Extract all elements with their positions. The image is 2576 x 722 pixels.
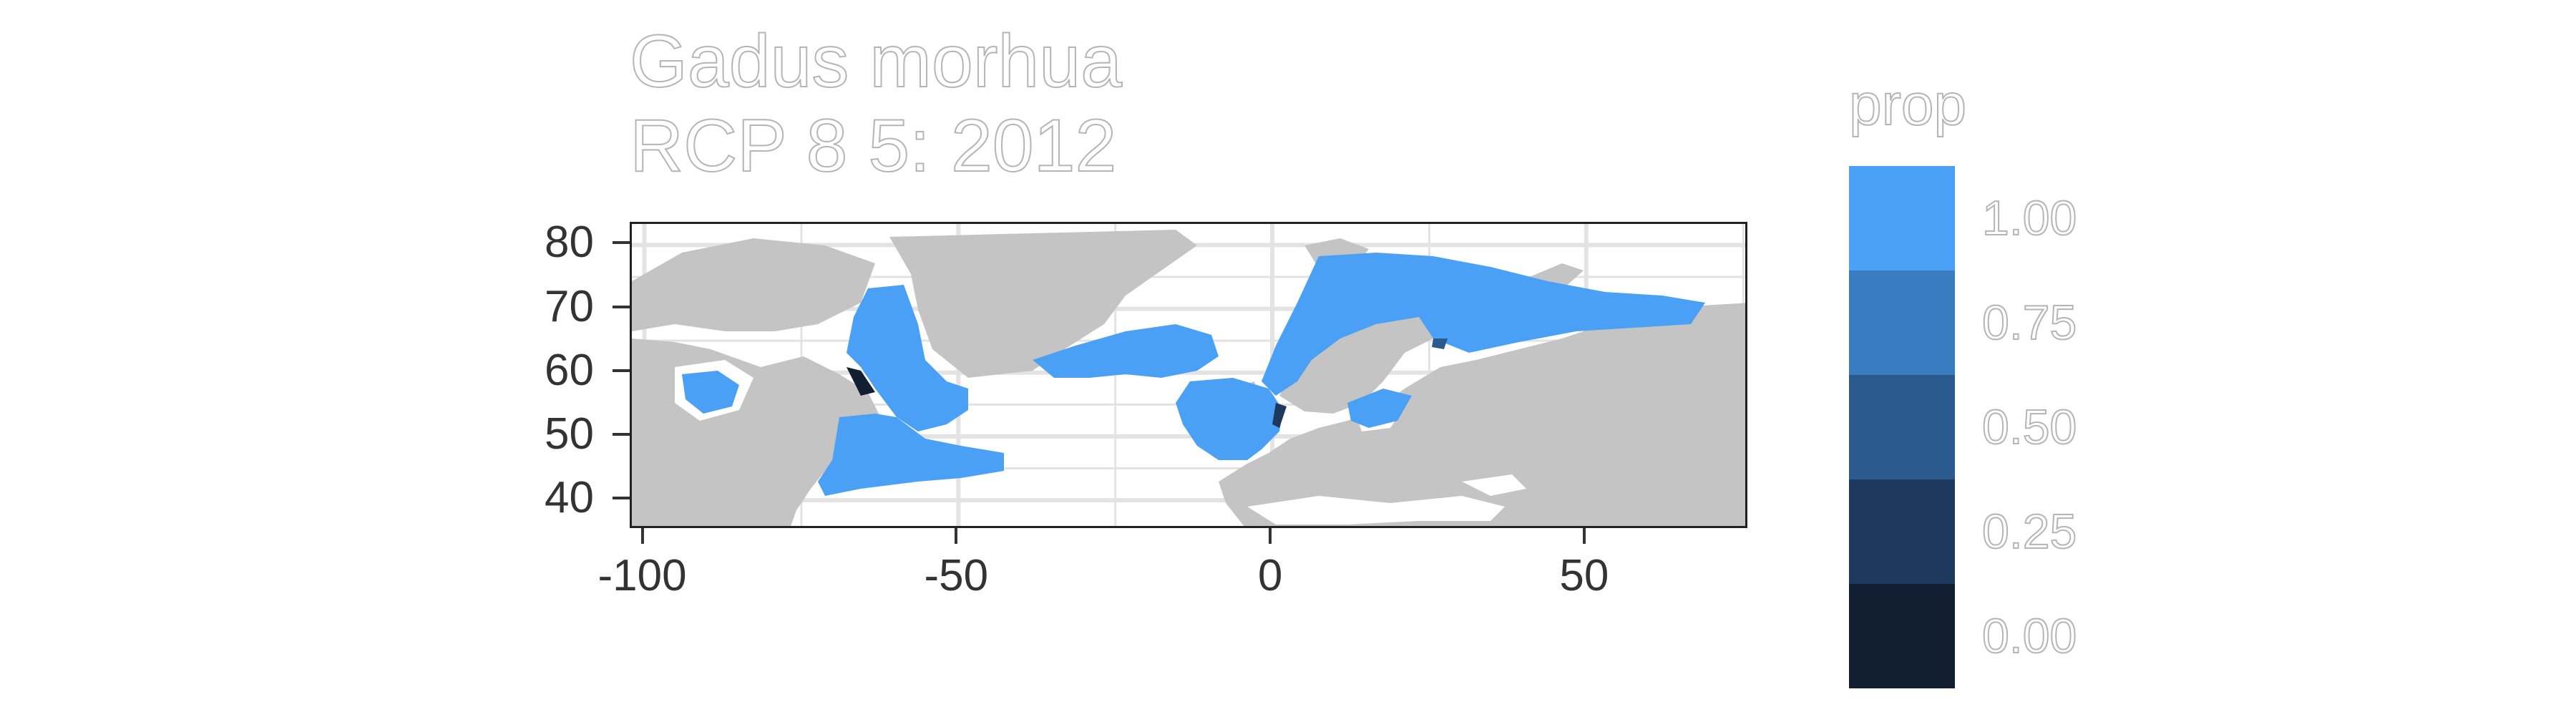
legend-swatch bbox=[1849, 166, 1955, 270]
distribution-baltic bbox=[1347, 389, 1412, 428]
distribution-edge-low bbox=[847, 367, 875, 396]
legend-label: 0.00 bbox=[1981, 609, 2077, 663]
y-tick-mark bbox=[613, 497, 630, 500]
x-tick-mark bbox=[1269, 528, 1272, 544]
y-tick-label: 50 bbox=[545, 409, 594, 459]
x-tick-label: 50 bbox=[1559, 551, 1609, 600]
x-tick-label: -50 bbox=[924, 551, 989, 600]
map-panel bbox=[630, 222, 1747, 528]
land-scandinavia bbox=[1279, 303, 1448, 414]
x-tick-label: 0 bbox=[1257, 551, 1283, 600]
distribution-labrador-sea bbox=[847, 285, 968, 431]
distribution-barents-sea bbox=[1262, 253, 1705, 396]
legend-swatch bbox=[1849, 479, 1955, 584]
y-tick-label: 70 bbox=[545, 281, 594, 331]
legend-label: 0.75 bbox=[1981, 296, 2077, 350]
legend-label: 1.00 bbox=[1981, 191, 2077, 245]
y-tick-label: 80 bbox=[545, 218, 594, 268]
legend-swatch bbox=[1849, 584, 1955, 688]
land-masses bbox=[632, 230, 1745, 526]
distribution-edge-cells bbox=[847, 338, 1448, 428]
y-tick-mark bbox=[613, 432, 630, 436]
y-tick-label: 60 bbox=[545, 345, 594, 395]
map-canvas bbox=[632, 224, 1745, 526]
legend-title: prop bbox=[1848, 72, 1967, 137]
land-greenland bbox=[889, 230, 1197, 378]
y-tick-label: 40 bbox=[545, 473, 594, 523]
map-title-scenario: RCP 8 5: 2012 bbox=[629, 104, 1117, 187]
legend-label: 0.50 bbox=[1981, 400, 2077, 454]
distribution-north-sea bbox=[1176, 378, 1283, 460]
y-tick-mark bbox=[613, 241, 630, 245]
x-tick-mark bbox=[955, 528, 958, 544]
distribution-grand-banks bbox=[818, 414, 1004, 496]
distribution-edge-low-2 bbox=[1272, 403, 1287, 428]
land-arctic-islands bbox=[632, 238, 875, 331]
x-tick-label: -100 bbox=[597, 551, 687, 600]
legend-swatch bbox=[1849, 375, 1955, 479]
legend-label: 0.25 bbox=[1981, 504, 2077, 559]
legend-swatch bbox=[1849, 270, 1955, 375]
y-tick-mark bbox=[613, 305, 630, 308]
x-tick-mark bbox=[640, 528, 644, 544]
map-title-species: Gadus morhua bbox=[629, 20, 1123, 103]
water-mediterranean bbox=[1247, 496, 1505, 525]
y-tick-mark bbox=[613, 369, 630, 372]
water-black-sea bbox=[1462, 474, 1526, 496]
species-distribution bbox=[682, 253, 1705, 496]
distribution-edge-mid bbox=[1432, 338, 1448, 349]
distribution-iceland-greenland bbox=[1033, 324, 1219, 378]
land-eurasia bbox=[1219, 303, 1745, 526]
distribution-hudson-bay bbox=[682, 371, 739, 414]
x-tick-mark bbox=[1582, 528, 1586, 544]
